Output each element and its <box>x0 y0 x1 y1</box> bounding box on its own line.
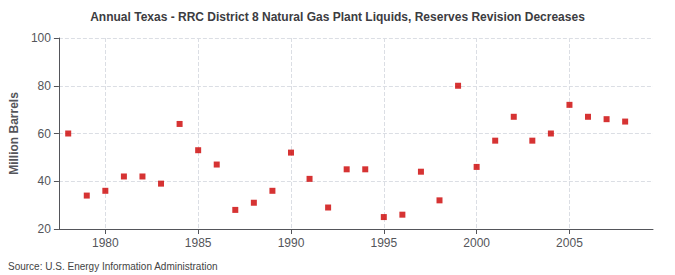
svg-text:100: 100 <box>31 31 51 45</box>
svg-text:Source: U.S. Energy Informatio: Source: U.S. Energy Information Administ… <box>8 261 218 272</box>
svg-text:20: 20 <box>38 222 52 236</box>
svg-text:40: 40 <box>38 174 52 188</box>
svg-text:80: 80 <box>38 79 52 93</box>
svg-text:2000: 2000 <box>463 236 490 250</box>
svg-text:1990: 1990 <box>278 236 305 250</box>
svg-text:1995: 1995 <box>370 236 397 250</box>
svg-text:Million Barrels: Million Barrels <box>7 92 21 175</box>
svg-text:2005: 2005 <box>556 236 583 250</box>
svg-text:1980: 1980 <box>92 236 119 250</box>
svg-text:60: 60 <box>38 127 52 141</box>
svg-text:1985: 1985 <box>185 236 212 250</box>
svg-text:Annual Texas - RRC District 8: Annual Texas - RRC District 8 Natural Ga… <box>90 10 585 24</box>
